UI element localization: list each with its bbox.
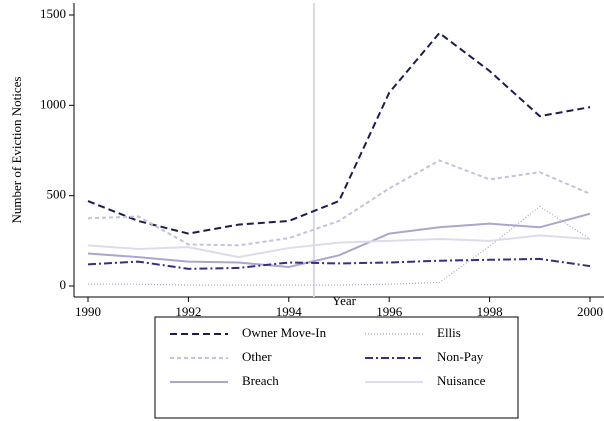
- legend-label: Ellis: [437, 325, 461, 340]
- y-tick-label: 0: [60, 277, 67, 292]
- x-tick-label: 2000: [577, 304, 603, 319]
- legend-label: Owner Move-In: [242, 325, 327, 340]
- legend-label: Breach: [242, 373, 279, 388]
- x-axis-label: Year: [332, 293, 357, 308]
- y-tick-label: 1500: [40, 6, 66, 21]
- series-line: [87, 234, 591, 259]
- x-tick-label: 1998: [477, 304, 503, 319]
- x-tick-label: 1994: [276, 304, 303, 319]
- legend-box: [154, 316, 519, 419]
- series-line: [87, 159, 591, 247]
- y-tick-label: 1000: [40, 96, 66, 111]
- legend-label: Nuisance: [437, 373, 486, 388]
- y-tick-label: 500: [47, 187, 67, 202]
- x-tick-label: 1996: [376, 304, 403, 319]
- series-line: [88, 205, 591, 286]
- series-line: [87, 31, 591, 235]
- series-line: [87, 212, 591, 269]
- legend-label: Non-Pay: [437, 349, 484, 364]
- x-tick-label: 1990: [75, 304, 101, 319]
- series-line: [87, 257, 591, 270]
- legend-label: Other: [242, 349, 272, 364]
- y-axis-label: Number of Eviction Notices: [9, 77, 24, 224]
- x-tick-label: 1992: [175, 304, 201, 319]
